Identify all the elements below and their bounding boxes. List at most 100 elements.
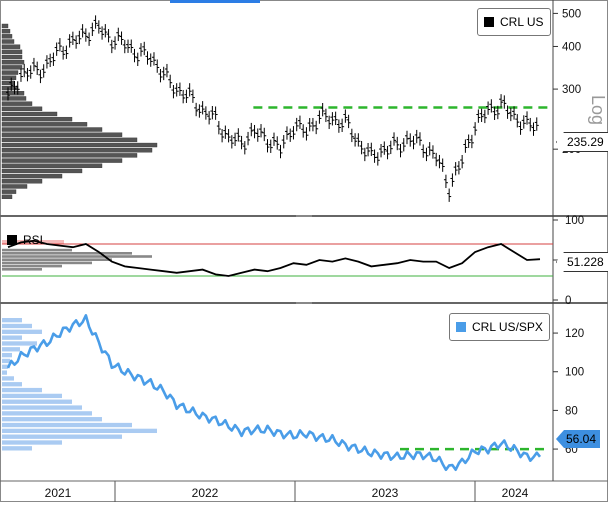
- price-bar: [139, 43, 143, 57]
- price-bar: [236, 128, 241, 142]
- ratio-profile-bar: [2, 382, 22, 387]
- price-bar: [265, 139, 270, 153]
- price-bar: [35, 61, 40, 75]
- price-bar: [307, 118, 312, 132]
- price-bar: [450, 173, 455, 187]
- price-bar: [421, 144, 426, 158]
- price-bar: [48, 53, 53, 68]
- volume-profile-bar: [1, 127, 103, 132]
- legend-rsi[interactable]: RSI: [4, 231, 46, 249]
- legend-ratio-label: CRL US/SPX: [472, 320, 543, 334]
- price-bar: [31, 57, 36, 72]
- price-bar: [343, 109, 348, 123]
- price-bar: [492, 106, 497, 120]
- ratio-profile-bar: [2, 428, 157, 434]
- price-bar: [142, 41, 147, 56]
- price-bar: [405, 130, 409, 145]
- volume-profile-bar: [1, 39, 15, 44]
- volume-profile-bar: [1, 34, 13, 39]
- price-bar: [223, 125, 228, 139]
- volume-profile-bar: [1, 116, 73, 122]
- price-bar: [499, 94, 504, 108]
- price-bar: [382, 141, 387, 155]
- ratio-profile-bar: [2, 422, 132, 428]
- legend-price[interactable]: CRL US: [477, 8, 551, 36]
- price-bar: [320, 102, 325, 117]
- volume-profile-bar: [1, 60, 25, 65]
- price-bar: [126, 39, 131, 53]
- price-bar: [534, 117, 539, 131]
- price-bar: [83, 28, 88, 42]
- price-bar: [466, 134, 471, 148]
- price-bar: [116, 27, 121, 42]
- price-bar: [197, 104, 202, 118]
- ratio-profile-bar: [2, 411, 92, 416]
- ratio-profile-bar: [2, 405, 82, 410]
- ratio-profile-bar: [2, 440, 62, 445]
- volume-profile-bar: [1, 132, 123, 137]
- price-bar: [495, 105, 500, 120]
- price-bar: [194, 102, 199, 117]
- price-bar: [213, 106, 218, 120]
- price-bar: [87, 32, 92, 46]
- price-bar: [330, 112, 335, 126]
- legend-rsi-label: RSI: [23, 233, 44, 247]
- price-bar: [291, 126, 296, 140]
- price-bar: [362, 147, 367, 162]
- price-bar: [80, 24, 85, 38]
- price-bar: [145, 51, 150, 65]
- price-bar: [242, 141, 247, 155]
- price-bar: [447, 188, 452, 202]
- rsi-profile-bar: [2, 268, 42, 271]
- price-bar: [106, 29, 111, 43]
- price-bar: [408, 133, 413, 147]
- volume-profile-bar: [1, 163, 103, 168]
- price-bar: [54, 42, 59, 56]
- price-bar: [336, 119, 341, 133]
- volume-profile-bar: [1, 96, 27, 101]
- price-bar: [38, 69, 43, 84]
- price-bar: [489, 99, 494, 113]
- price-bar: [259, 124, 264, 138]
- price-bar: [190, 89, 195, 103]
- price-bar: [246, 131, 251, 146]
- price-bar: [61, 46, 66, 60]
- price-bar: [93, 15, 98, 29]
- volume-profile-bar: [1, 184, 28, 189]
- price-last-value-tag: 235.29: [556, 132, 608, 152]
- price-bar: [327, 115, 332, 130]
- price-bar: [463, 139, 468, 153]
- ratio-y-tick-label: 120: [565, 328, 584, 340]
- ratio-profile-bar: [2, 341, 37, 346]
- price-bar: [417, 132, 422, 146]
- price-bar: [401, 138, 406, 152]
- price-bar: [369, 142, 374, 157]
- price-bar: [317, 110, 322, 124]
- price-bar: [515, 114, 520, 128]
- ratio-profile-bar: [2, 376, 14, 381]
- legend-ratio-swatch: [456, 322, 466, 332]
- price-bar: [96, 20, 101, 34]
- rsi-overbought-fill: [2, 240, 64, 244]
- x-axis-label: 2024: [502, 486, 529, 500]
- price-y-tick-label: 500: [562, 8, 581, 20]
- price-bar: [505, 105, 510, 119]
- price-bar: [177, 82, 182, 96]
- price-bar: [174, 83, 179, 97]
- price-bar: [74, 35, 79, 49]
- price-bar: [388, 140, 393, 155]
- price-bar: [437, 154, 442, 169]
- price-bar: [203, 106, 208, 120]
- volume-profile-bar: [1, 23, 9, 29]
- rsi-profile-bar: [2, 264, 62, 268]
- legend-ratio[interactable]: CRL US/SPX: [449, 313, 550, 341]
- price-bar: [181, 89, 186, 104]
- volume-profile-bar: [1, 179, 43, 184]
- ratio-y-tick-label: 80: [565, 405, 578, 417]
- price-bar: [281, 135, 286, 149]
- price-bar: [252, 124, 257, 139]
- rsi-y-tick-label: 100: [565, 215, 584, 227]
- price-bar: [473, 122, 478, 136]
- volume-profile-bar: [1, 173, 63, 179]
- price-bar: [301, 124, 306, 138]
